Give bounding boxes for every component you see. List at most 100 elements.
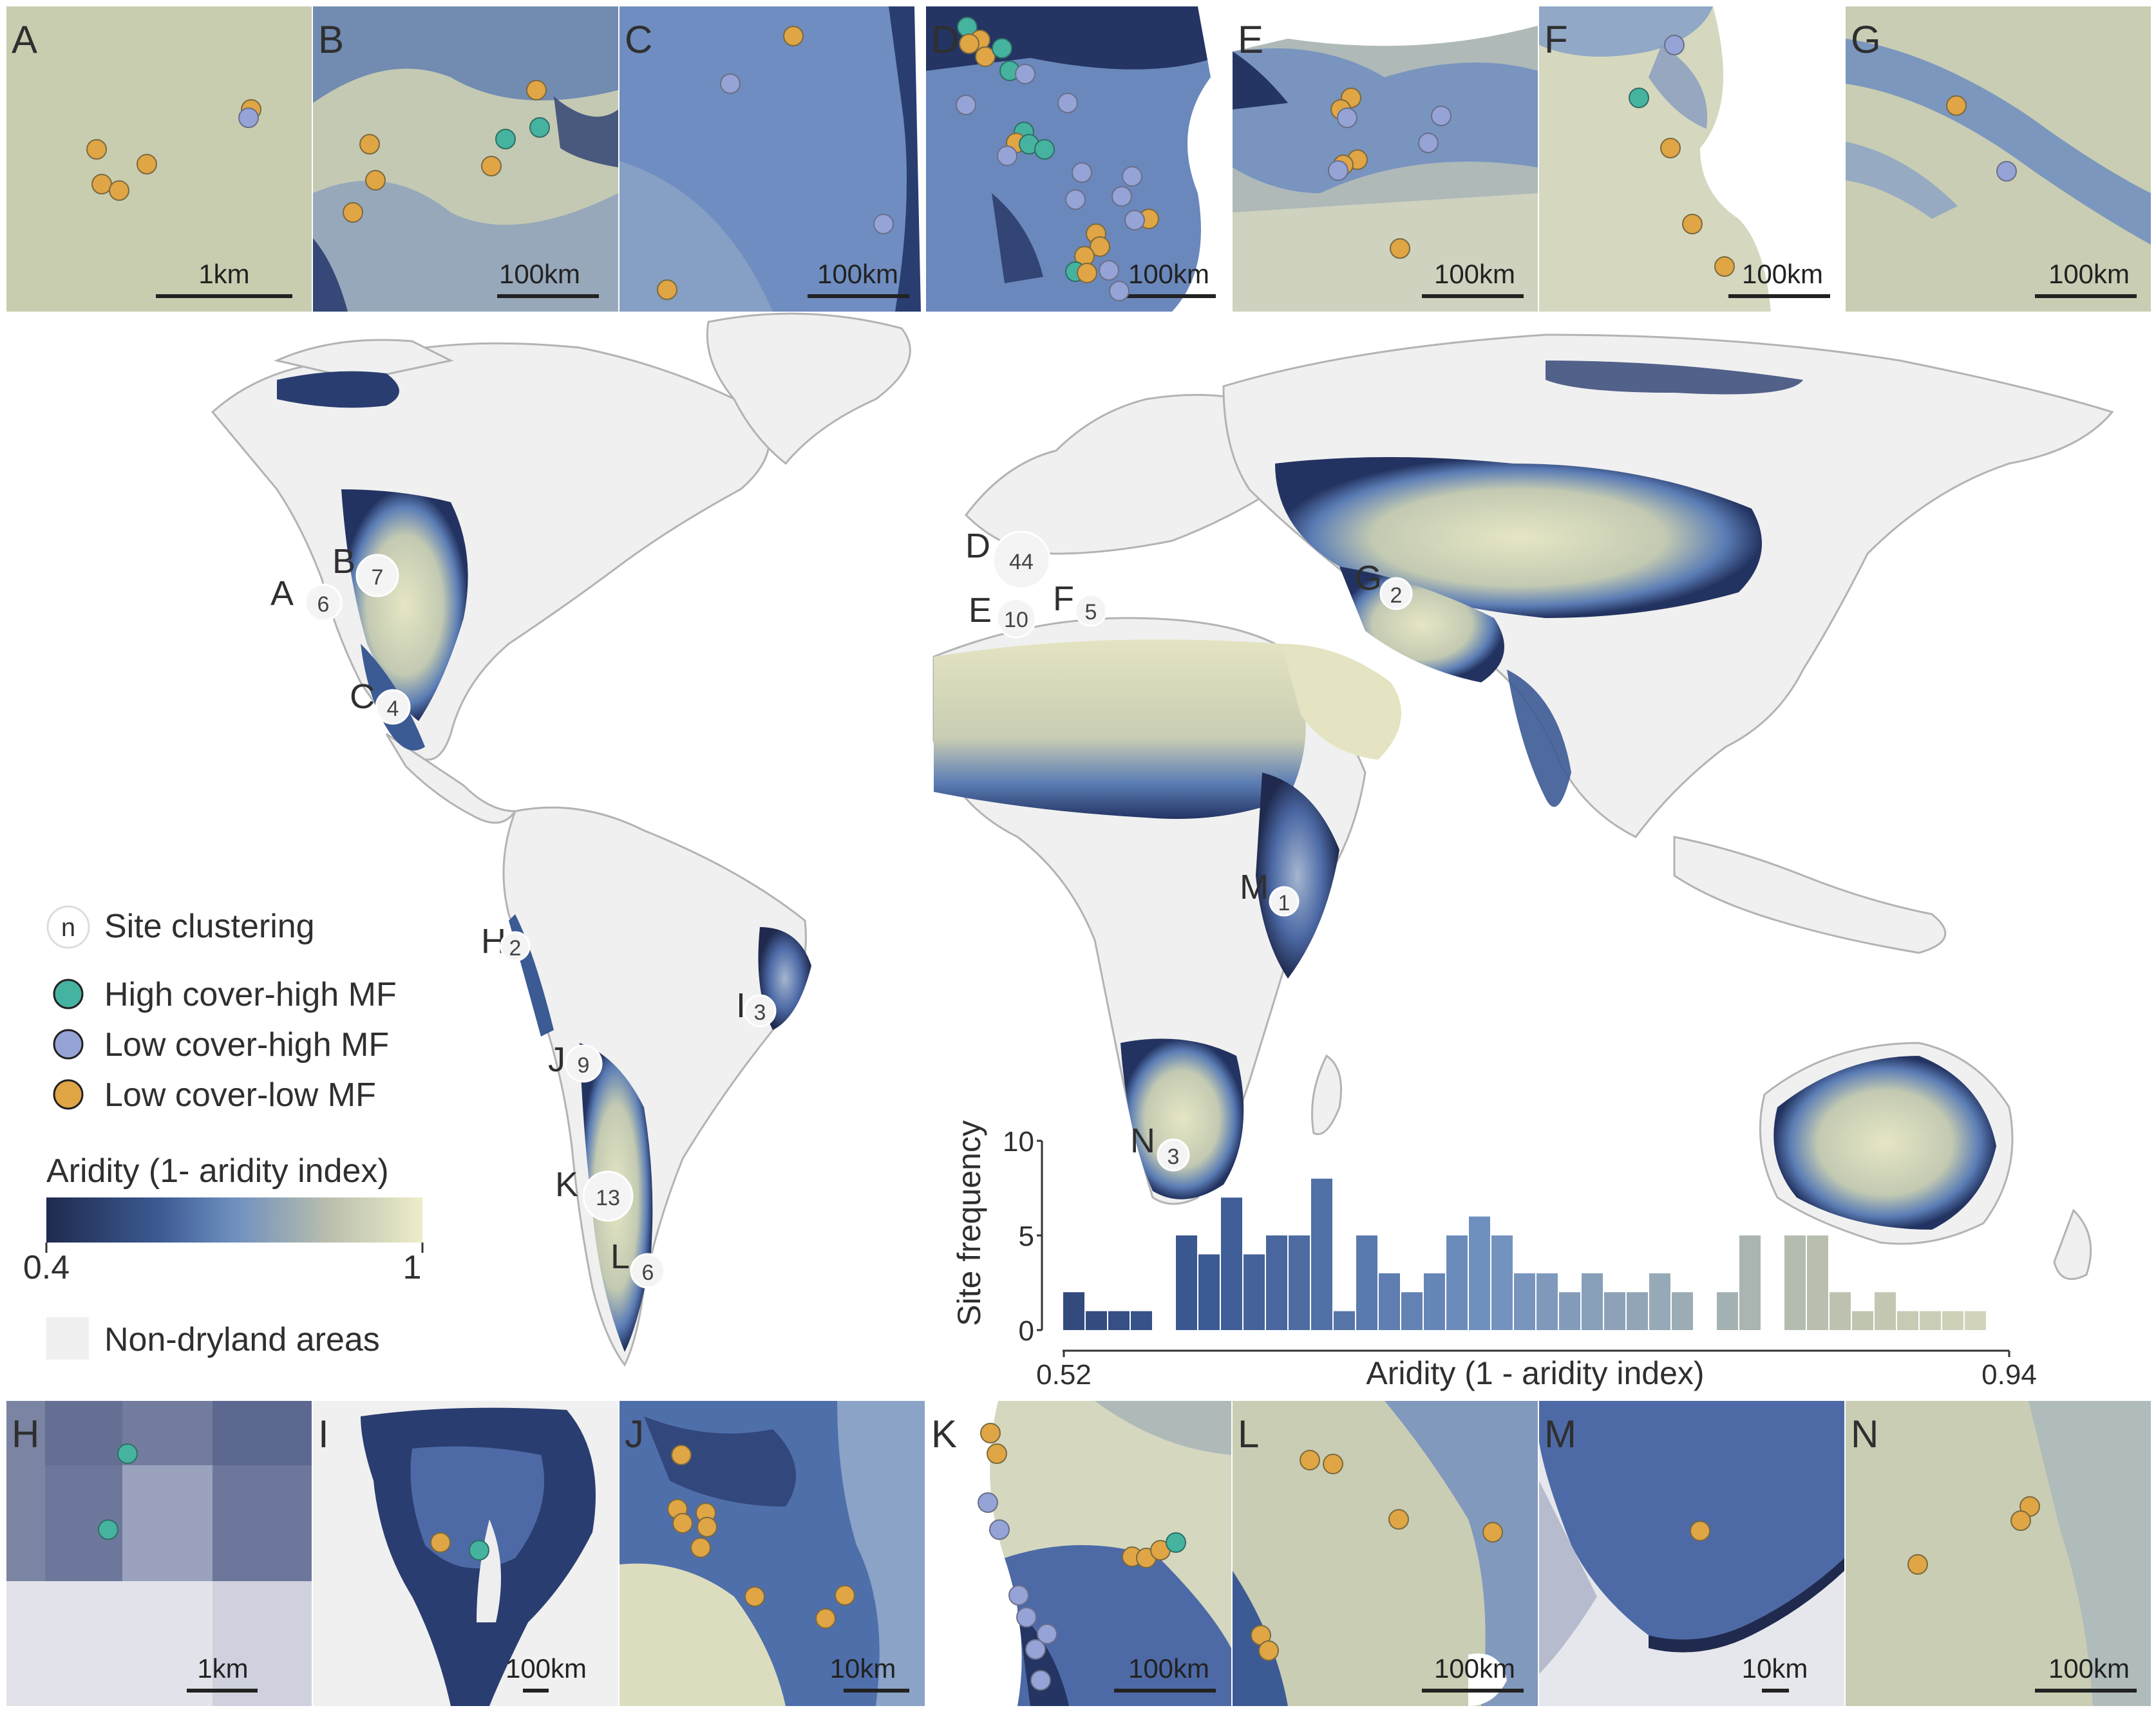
histogram-bar [1739,1235,1761,1330]
histogram-bar [1784,1235,1806,1330]
svg-text:n: n [61,914,75,942]
site-cluster-h[interactable]: H 2 [481,922,531,962]
histogram-bar [1401,1292,1423,1330]
site-cluster-f[interactable]: F 5 [1053,579,1108,627]
site-dot [238,108,259,128]
site-dot [1431,106,1452,126]
svg-text:L: L [610,1237,630,1276]
site-cluster-e[interactable]: E 10 [969,591,1037,639]
site-dot [1390,238,1410,259]
site-dot [1258,1640,1279,1661]
bottom-inset-panels: H 1km I 100km J 10km [6,1401,2151,1706]
svg-text:N: N [1130,1121,1155,1160]
site-dot [959,33,979,54]
legend-low-cover-low-mf: Low cover-low MF [53,1076,376,1114]
dryland-aridity-areas [277,361,1996,1352]
inset-panel-d: D 100km [926,6,1231,312]
scale-label: 100km [2048,1653,2130,1684]
histogram-bar [1063,1292,1084,1330]
site-dot [1099,260,1119,281]
site-dot [137,154,157,174]
svg-text:C: C [350,677,375,716]
svg-text:1: 1 [403,1249,422,1286]
site-dot [1946,95,1967,116]
histogram-bar [1469,1216,1490,1330]
scale-label: 100km [817,259,898,289]
svg-text:9: 9 [578,1053,590,1078]
histogram-bar [1131,1311,1152,1330]
site-dot [1714,256,1735,277]
inset-letter: N [1851,1412,1878,1456]
scale-label: 100km [1742,259,1823,289]
legend: n Site clustering High cover-high MF Low… [23,905,424,1360]
scale-label: 1km [198,259,249,289]
site-dot [1111,186,1132,207]
site-dot [1660,138,1681,158]
site-cluster-n[interactable]: N 3 [1130,1121,1190,1172]
histogram-bar [1875,1292,1896,1330]
site-dot [992,38,1012,59]
site-cluster-g[interactable]: G 2 [1355,559,1413,610]
site-dot [469,1540,489,1561]
inset-letter: B [318,18,344,61]
inset-letter: E [1238,18,1263,61]
site-dot [1629,88,1649,108]
inset-letter: I [318,1412,329,1456]
inset-panel-j: J 10km [619,1401,925,1706]
svg-text:High cover-high MF: High cover-high MF [104,976,397,1013]
histogram-bar [1243,1254,1265,1330]
inset-letter: M [1544,1412,1576,1456]
site-cluster-d[interactable]: D 44 [965,527,1051,590]
site-dot [91,174,112,194]
histogram-bar [1627,1292,1648,1330]
scale-label: 100km [1128,1653,1209,1684]
site-cluster-i[interactable]: I 3 [736,986,777,1027]
site-cluster-a[interactable]: A 6 [270,574,343,622]
site-dot [1664,35,1685,55]
histogram-bar [1266,1235,1287,1330]
site-dot [815,1608,836,1629]
svg-text:K: K [555,1165,578,1204]
y-tick-label: 5 [1019,1221,1034,1252]
site-dot [978,1492,998,1513]
svg-text:J: J [548,1040,565,1079]
svg-text:E: E [969,591,992,630]
site-dot [1482,1522,1503,1543]
site-cluster-b[interactable]: B 7 [332,542,399,597]
site-dot [1124,210,1145,230]
site-cluster-markers: A 6 B 7 C 4 D 44 E 10 [270,527,1413,1289]
site-dot [1072,162,1092,183]
inset-letter: C [625,18,652,61]
scale-label: 1km [197,1653,248,1684]
site-dot [1337,108,1357,128]
site-dot [1690,1521,1710,1541]
svg-text:G: G [1355,559,1382,597]
site-cluster-m[interactable]: M 1 [1240,868,1300,917]
site-cluster-j[interactable]: J 9 [548,1040,603,1083]
site-dot [720,73,741,94]
histogram-bar [1897,1311,1918,1330]
histogram-bar [1311,1178,1332,1330]
histogram-bar [1356,1235,1377,1330]
histogram-bar [1446,1235,1468,1330]
x-tick-label: 0.94 [1981,1359,2037,1391]
histogram-bar [1514,1273,1535,1330]
inset-panel-l: L 100km [1233,1401,1538,1706]
histogram-bar [1965,1311,1986,1330]
svg-text:Site clustering: Site clustering [104,908,315,945]
site-cluster-k[interactable]: K 13 [555,1165,634,1222]
svg-text:5: 5 [1085,600,1097,624]
site-dot [1065,189,1086,210]
histogram-bar [1649,1273,1670,1330]
site-dot [1323,1454,1343,1474]
legend-site-clustering: n Site clustering [46,905,315,949]
inset-panel-i: I 100km [313,1401,618,1706]
site-dot [1008,1585,1029,1606]
site-dot [529,117,550,138]
site-dot [657,279,677,300]
histogram-bar [1537,1273,1558,1330]
site-cluster-l[interactable]: L 6 [610,1237,666,1289]
site-cluster-c[interactable]: C 4 [350,677,411,725]
y-tick-label: 10 [1003,1126,1034,1158]
histogram-bar [1604,1292,1625,1330]
